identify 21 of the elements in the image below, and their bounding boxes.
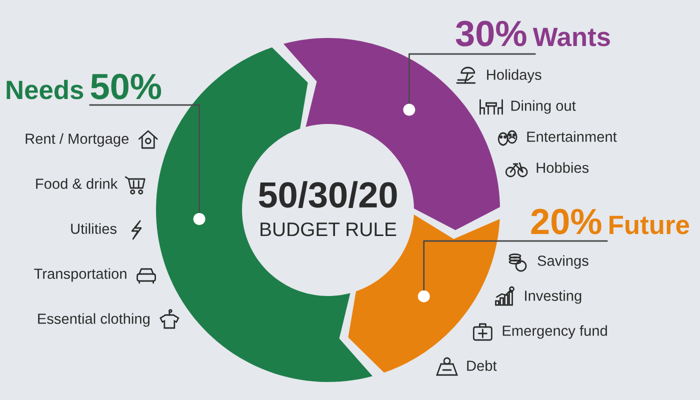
text: Savings [538, 255, 588, 269]
text: BUDGET RULE [260, 222, 396, 236]
slice-label: Needs [6, 80, 84, 100]
text: Essential clothing [38, 313, 150, 327]
text: Transportation [34, 268, 126, 282]
text: Emergency fund [502, 325, 607, 339]
text: Hobbies [536, 162, 589, 173]
text: Holidays [487, 69, 542, 83]
text: Rent / Mortgage [26, 133, 128, 147]
text: Utilities [71, 223, 117, 234]
data-label: 30% [456, 20, 526, 46]
slice-label: Future [610, 216, 690, 234]
text: Debt [467, 360, 497, 371]
text: Investing [525, 290, 582, 304]
text: Food & drink [36, 178, 118, 189]
text: Dining out [511, 100, 576, 114]
data-label: 20% [531, 208, 602, 234]
data-label: 50% [90, 74, 162, 100]
slice-label: Wants [532, 28, 610, 46]
text: 50/30/20 [258, 181, 397, 208]
text: Entertainment [527, 131, 617, 142]
